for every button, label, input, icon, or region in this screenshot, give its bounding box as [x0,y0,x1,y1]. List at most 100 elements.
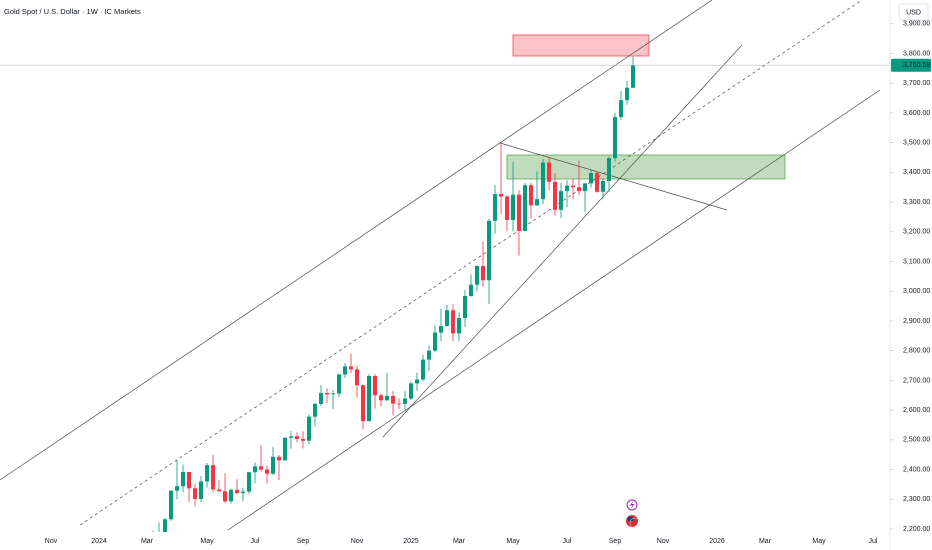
flag-outline [629,517,641,529]
last-price-label: 3,760.58 [903,62,930,69]
channel-upper [0,0,713,481]
channel-mid [79,0,863,526]
candle-body [337,374,341,394]
candle-body [625,87,629,101]
y-tick-label: 3,500.00 [903,140,930,147]
candle-body [499,194,503,197]
candle-body [445,310,449,327]
y-tick-label: 3,800.00 [903,50,930,57]
candle-body [481,266,485,281]
candle-body [349,366,353,370]
x-tick-label: 2024 [91,538,107,545]
last-price-tag [891,58,931,72]
candle-body [181,471,185,487]
x-tick-label: Sep [609,538,622,545]
candle-body [439,326,443,333]
candle-body [415,379,419,384]
candle-body [397,403,401,405]
x-tick-label: Mar [141,538,154,545]
candle-body [355,369,359,386]
x-tick-label: Mar [453,538,466,545]
candle-body [421,359,425,380]
candle-body [403,398,407,404]
candle-body [535,199,539,206]
lightning-icon [630,501,635,509]
y-tick-label: 3,200.00 [903,229,930,236]
candle-body [367,375,371,422]
candle-body [259,466,263,470]
x-tick-label: Jul [251,538,260,545]
candle-body [175,486,179,491]
y-tick-label: 2,700.00 [903,377,930,384]
x-tick-label: Sep [297,538,310,545]
candle-body [589,172,593,184]
candle-body [343,366,347,375]
candle-body [313,403,317,417]
x-tick-label: 2026 [709,538,725,545]
x-tick-label: 2025 [403,538,419,545]
candle-body [331,393,335,395]
chart-title: Gold Spot / U.S. Dollar · 1W · IC Market… [4,7,141,16]
candle-body [391,395,395,404]
candle-body [283,437,287,461]
candle-body [475,266,479,285]
candle-body [607,158,611,181]
candle-body [583,183,587,192]
y-tick-label: 2,200.00 [903,526,930,533]
candle-body [247,472,251,492]
y-tick-label: 2,500.00 [903,437,930,444]
y-tick-label: 3,100.00 [903,258,930,265]
axes: 2,200.00 2,300.00 2,400.00 2,500.00 2,600.00… [45,0,931,550]
candle-body [307,416,311,441]
candle-body [319,392,323,404]
candle-body [517,194,521,231]
x-tick-label: Jul [869,538,878,545]
y-tick-label: 3,600.00 [903,110,930,117]
x-tick-label: Nov [351,538,364,545]
candle-body [301,438,305,441]
candle-body [451,310,455,334]
candle-body [511,194,515,220]
candle-body [505,196,509,220]
candle-body [487,220,491,281]
candle-body [631,65,635,88]
y-tick-label: 2,800.00 [903,348,930,355]
candle-body [469,284,473,297]
y-tick-label: 2,400.00 [903,466,930,473]
currency[interactable]: USD [906,9,921,16]
candle-body [187,471,191,489]
candles [0,56,890,532]
y-tick-label: 3,000.00 [903,288,930,295]
y-tick-label: 2,300.00 [903,496,930,503]
candle-body [253,466,257,473]
y-tick-label: 3,900.00 [903,21,930,28]
y-tick-label: 3,400.00 [903,169,930,176]
candle-body [271,456,275,474]
x-tick-label: May [200,538,214,545]
x-tick-label: Jul [563,538,572,545]
drawings [0,0,881,531]
x-tick-label: Nov [657,538,670,545]
candle-body [217,489,221,492]
candle-body [571,185,575,188]
candle-body [277,456,281,461]
candle-body [559,191,563,210]
candle-body [235,489,239,494]
flag-icon [628,517,633,521]
event-icons [626,499,641,529]
candle-body [193,488,197,500]
x-tick-label: May [506,538,520,545]
currency-box[interactable] [898,3,929,21]
resistance-zone [512,34,650,57]
candle-body [433,332,437,351]
candle-body [409,383,413,399]
candle-body [379,395,383,401]
candle-body [457,318,461,334]
candle-body [289,436,293,438]
candle-body [553,181,557,210]
channel-lower [227,89,881,531]
candle-body [613,117,617,159]
candle-body [361,385,365,422]
